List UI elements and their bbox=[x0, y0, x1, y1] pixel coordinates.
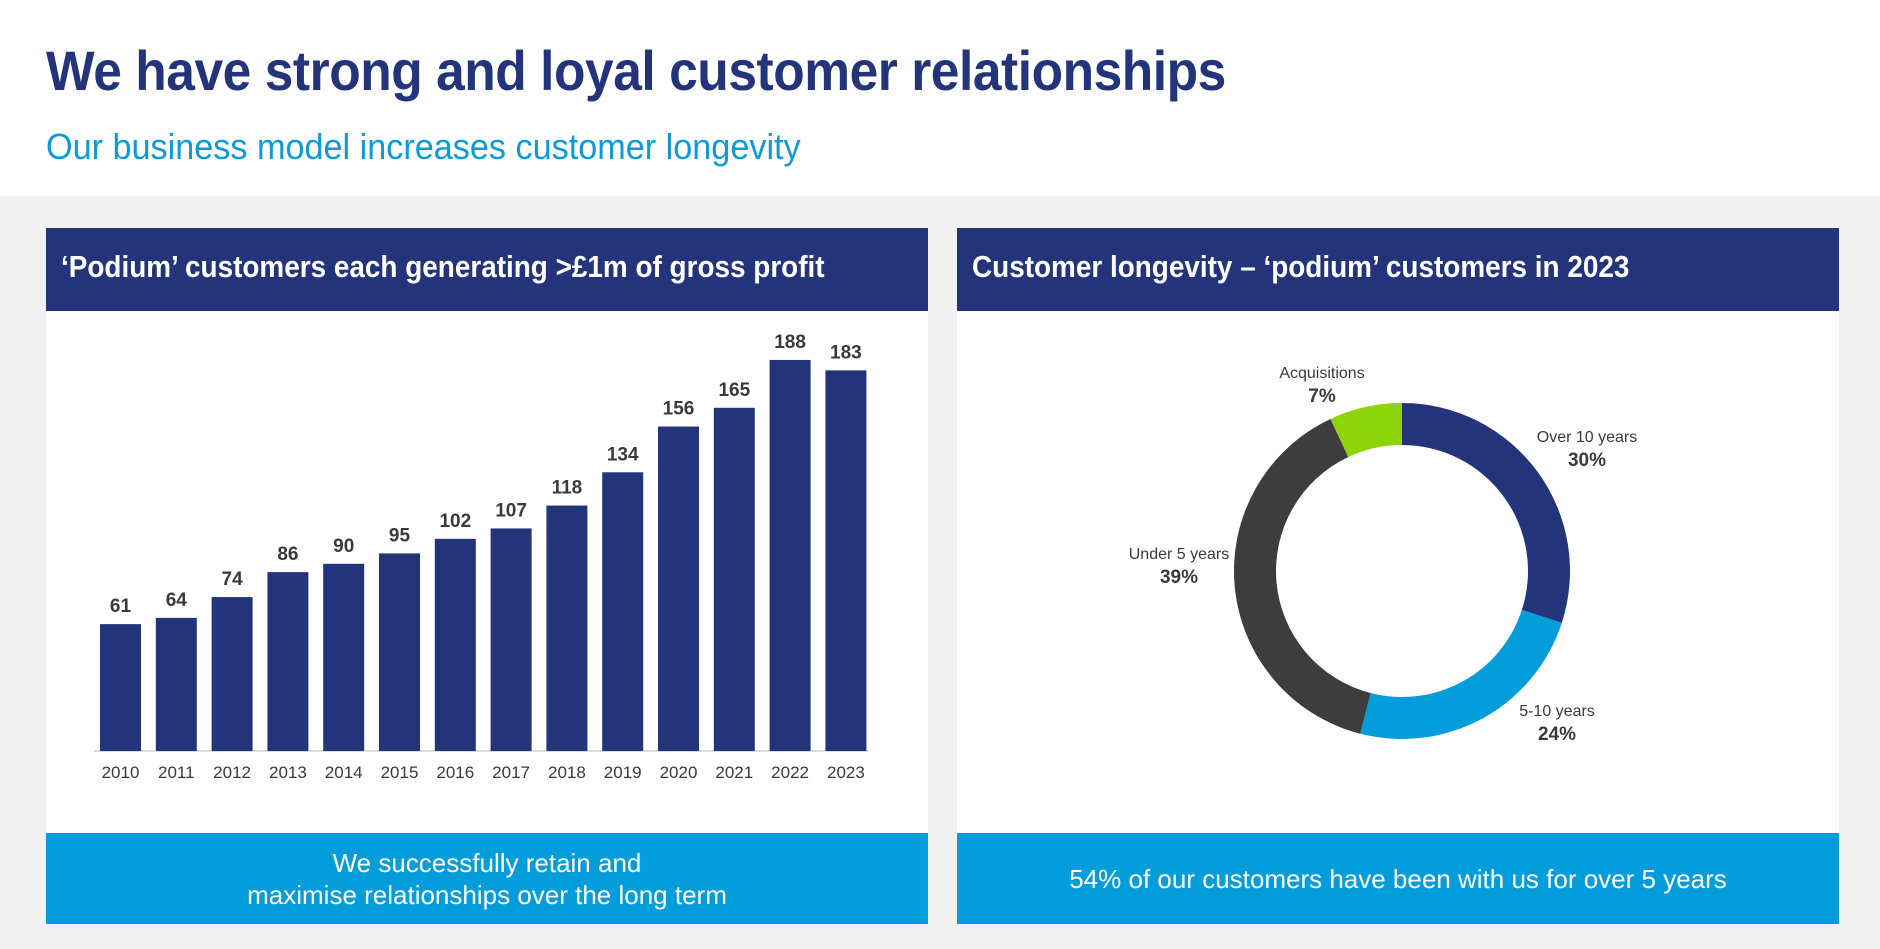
bar-value-label-2023: 183 bbox=[830, 342, 862, 363]
page-title: We have strong and loyal customer relati… bbox=[46, 39, 1226, 102]
bar-2023 bbox=[825, 370, 867, 751]
x-tick-label-2011: 2011 bbox=[158, 763, 195, 782]
bar-2016 bbox=[434, 538, 476, 751]
slice-percent-over-10-years: 30% bbox=[1568, 450, 1606, 471]
bar-2015 bbox=[379, 553, 420, 751]
slice-label-acquisitions: Acquisitions bbox=[1279, 365, 1364, 382]
x-tick-label-2012: 2012 bbox=[213, 763, 251, 782]
bar-value-label-2012: 74 bbox=[222, 569, 244, 590]
page-subtitle: Our business model increases customer lo… bbox=[46, 126, 801, 167]
bar-value-label-2016: 102 bbox=[439, 511, 471, 532]
bar-2019 bbox=[602, 472, 644, 751]
bar-value-label-2015: 95 bbox=[389, 525, 411, 546]
bar-value-label-2013: 86 bbox=[277, 544, 298, 565]
bar-value-label-2020: 156 bbox=[663, 399, 695, 420]
slice-over-10-years bbox=[1402, 403, 1570, 623]
x-tick-label-2022: 2022 bbox=[771, 763, 809, 782]
x-tick-label-2015: 2015 bbox=[381, 763, 419, 782]
x-tick-label-2021: 2021 bbox=[715, 763, 753, 782]
bar-value-label-2011: 64 bbox=[166, 590, 188, 611]
bar-value-label-2010: 61 bbox=[110, 596, 132, 617]
bar-2022 bbox=[769, 359, 811, 751]
podium-customers-footer-text: We successfully retain and maximise rela… bbox=[247, 847, 727, 911]
x-tick-label-2018: 2018 bbox=[548, 763, 586, 782]
podium-customers-heading: ‘Podium’ customers each generating >£1m … bbox=[46, 228, 928, 311]
customer-longevity-footer-text: 54% of our customers have been with us f… bbox=[1069, 863, 1727, 894]
bar-value-label-2018: 118 bbox=[552, 478, 583, 499]
bar-2012 bbox=[211, 597, 253, 751]
bar-value-label-2022: 188 bbox=[774, 332, 806, 353]
bar-2010 bbox=[100, 624, 141, 751]
page-header: We have strong and loyal customer relati… bbox=[0, 0, 1880, 196]
slice-label-over-10-years: Over 10 years bbox=[1537, 429, 1637, 446]
podium-customers-footer: We successfully retain and maximise rela… bbox=[46, 833, 928, 924]
slice-under-5-years bbox=[1233, 418, 1371, 734]
podium-customers-heading-text: ‘Podium’ customers each generating >£1m … bbox=[61, 249, 825, 284]
customer-longevity-footer: 54% of our customers have been with us f… bbox=[957, 833, 1839, 924]
slice-label-5-10-years: 5-10 years bbox=[1519, 703, 1595, 720]
bar-value-label-2014: 90 bbox=[333, 536, 354, 557]
x-tick-label-2010: 2010 bbox=[102, 763, 140, 782]
bar-2020 bbox=[658, 426, 699, 751]
footer-line-1: We successfully retain and bbox=[332, 847, 642, 878]
bar-value-label-2019: 134 bbox=[607, 444, 639, 465]
slice-percent-acquisitions: 7% bbox=[1308, 386, 1336, 407]
bar-2013 bbox=[267, 572, 309, 751]
bar-2017 bbox=[490, 528, 532, 751]
bar-value-label-2021: 165 bbox=[718, 380, 750, 401]
bar-2021 bbox=[713, 407, 755, 751]
bar-2014 bbox=[323, 563, 365, 751]
footer-line-2: maximise relationships over the long ter… bbox=[247, 879, 727, 910]
x-tick-label-2017: 2017 bbox=[492, 763, 530, 782]
x-tick-label-2014: 2014 bbox=[325, 763, 363, 782]
slice-percent-5-10-years: 24% bbox=[1538, 724, 1576, 745]
podium-customers-panel: ‘Podium’ customers each generating >£1m … bbox=[46, 228, 928, 924]
slice-label-under-5-years: Under 5 years bbox=[1129, 546, 1230, 563]
customer-longevity-panel: Customer longevity – ‘podium’ customers … bbox=[957, 228, 1839, 924]
customer-longevity-heading-text: Customer longevity – ‘podium’ customers … bbox=[972, 249, 1630, 284]
x-tick-label-2020: 2020 bbox=[660, 763, 698, 782]
podium-customers-bar-chart: 61 2010 64 2011 74 2012 86 2013 90 2014 95 2015 102 2… bbox=[94, 332, 868, 782]
bar-value-label-2017: 107 bbox=[495, 500, 527, 521]
bar-2011 bbox=[155, 617, 197, 751]
customer-longevity-heading: Customer longevity – ‘podium’ customers … bbox=[957, 228, 1839, 311]
bar-2018 bbox=[546, 505, 588, 751]
x-tick-label-2013: 2013 bbox=[269, 763, 307, 782]
slice-percent-under-5-years: 39% bbox=[1160, 567, 1198, 588]
x-tick-label-2016: 2016 bbox=[436, 763, 474, 782]
x-tick-label-2019: 2019 bbox=[604, 763, 642, 782]
x-tick-label-2023: 2023 bbox=[827, 763, 865, 782]
slice-5-10-years bbox=[1360, 609, 1562, 739]
customer-longevity-donut-chart: Over 10 years 30% 5-10 years 24% Under 5 yea… bbox=[1129, 365, 1637, 745]
slice-acquisitions bbox=[1330, 403, 1402, 457]
